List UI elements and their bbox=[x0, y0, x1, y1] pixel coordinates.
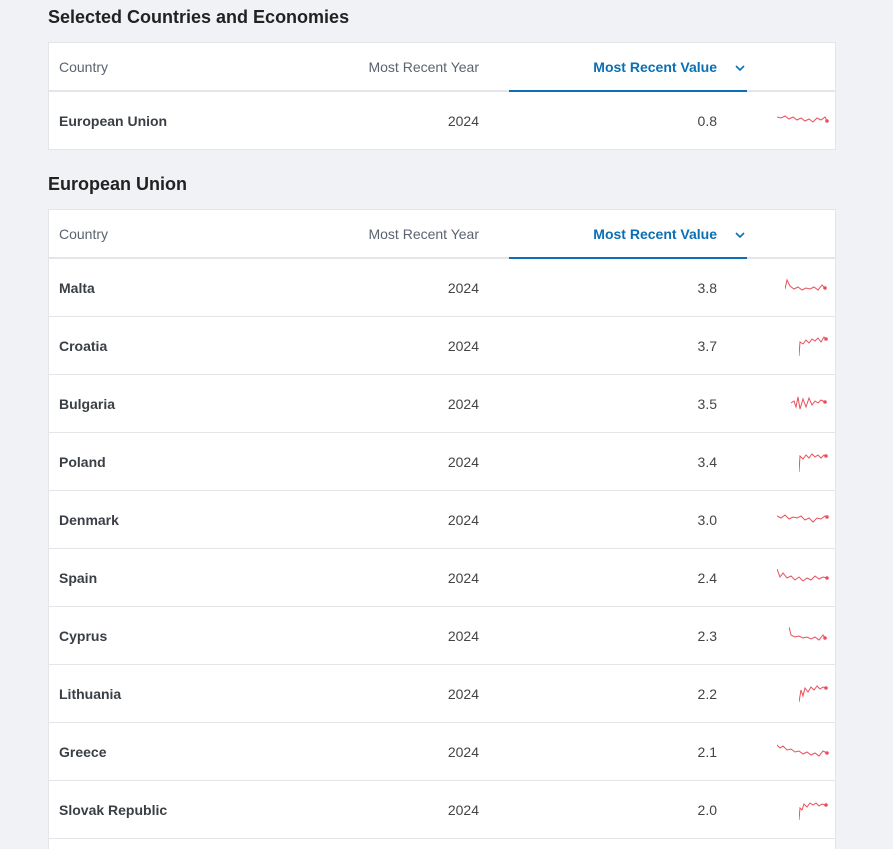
recent-value: 2.4 bbox=[697, 569, 717, 586]
sparkline bbox=[749, 433, 829, 490]
sparkline bbox=[749, 375, 829, 432]
table-row[interactable]: Poland 2024 3.4 bbox=[49, 433, 835, 491]
country-column-header[interactable]: Country bbox=[59, 225, 109, 242]
year-value: 2024 bbox=[447, 627, 479, 644]
sparkline-icon bbox=[785, 278, 827, 291]
country-name[interactable]: Croatia bbox=[59, 337, 108, 354]
table-row[interactable]: Cyprus 2024 2.3 bbox=[49, 607, 835, 665]
table-header: Country Most Recent Year Most Recent Val… bbox=[49, 210, 835, 259]
year-column-header[interactable]: Most Recent Year bbox=[368, 58, 479, 75]
sparkline-icon bbox=[799, 452, 828, 472]
chevron-down-icon[interactable] bbox=[733, 61, 747, 75]
country-name[interactable]: Denmark bbox=[59, 511, 119, 528]
year-value: 2024 bbox=[447, 395, 479, 412]
selected-countries-table: Country Most Recent Year Most Recent Val… bbox=[48, 42, 836, 150]
recent-value: 2.2 bbox=[697, 685, 717, 702]
year-value: 2024 bbox=[447, 685, 479, 702]
year-value: 2024 bbox=[447, 112, 479, 129]
recent-value: 2.1 bbox=[697, 743, 717, 760]
country-name[interactable]: Bulgaria bbox=[59, 395, 116, 412]
year-value: 2024 bbox=[447, 801, 479, 818]
sparkline bbox=[749, 491, 829, 548]
year-value: 2024 bbox=[447, 743, 479, 760]
recent-value: 3.4 bbox=[697, 453, 717, 470]
sparkline-icon bbox=[789, 626, 827, 641]
sparkline-icon bbox=[777, 744, 829, 757]
table-row[interactable]: Slovak Republic 2024 2.0 bbox=[49, 781, 835, 839]
chevron-down-icon[interactable] bbox=[733, 228, 747, 242]
recent-value: 2.0 bbox=[697, 801, 717, 818]
recent-value: 0.8 bbox=[697, 112, 717, 129]
year-value: 2024 bbox=[447, 279, 479, 296]
table-row[interactable]: Bulgaria 2024 3.5 bbox=[49, 375, 835, 433]
country-name[interactable]: Slovak Republic bbox=[59, 801, 168, 818]
sparkline bbox=[749, 317, 829, 374]
sparkline bbox=[749, 607, 829, 664]
sparkline-icon bbox=[777, 114, 829, 123]
sparkline bbox=[749, 92, 829, 149]
table-row[interactable]: Malta 2024 3.8 bbox=[49, 259, 835, 317]
country-name[interactable]: Greece bbox=[59, 743, 107, 760]
recent-value: 3.7 bbox=[697, 337, 717, 354]
year-value: 2024 bbox=[447, 511, 479, 528]
table-header: Country Most Recent Year Most Recent Val… bbox=[49, 43, 835, 92]
sparkline-icon bbox=[777, 568, 829, 582]
sparkline-icon bbox=[799, 801, 828, 820]
value-column-header[interactable]: Most Recent Value bbox=[509, 210, 747, 259]
value-column-label: Most Recent Value bbox=[593, 59, 717, 75]
recent-value: 2.3 bbox=[697, 627, 717, 644]
value-column-label: Most Recent Value bbox=[593, 226, 717, 242]
country-column-header[interactable]: Country bbox=[59, 58, 109, 75]
year-column-header[interactable]: Most Recent Year bbox=[368, 225, 479, 242]
country-name[interactable]: Spain bbox=[59, 569, 98, 586]
year-value: 2024 bbox=[447, 569, 479, 586]
sparkline-icon bbox=[799, 335, 828, 356]
table-row[interactable]: Croatia 2024 3.7 bbox=[49, 317, 835, 375]
section-title-eu: European Union bbox=[48, 174, 187, 194]
country-name[interactable]: Poland bbox=[59, 453, 106, 470]
section-title-selected: Selected Countries and Economies bbox=[48, 7, 350, 27]
country-name[interactable]: Cyprus bbox=[59, 627, 108, 644]
table-row[interactable]: Lithuania 2024 2.2 bbox=[49, 665, 835, 723]
sparkline bbox=[749, 665, 829, 722]
recent-value: 3.0 bbox=[697, 511, 717, 528]
table-row[interactable]: Denmark 2024 3.0 bbox=[49, 491, 835, 549]
sparkline bbox=[749, 723, 829, 780]
recent-value: 3.5 bbox=[697, 395, 717, 412]
sparkline bbox=[749, 781, 829, 838]
value-column-header[interactable]: Most Recent Value bbox=[509, 43, 747, 92]
country-name[interactable]: Lithuania bbox=[59, 685, 122, 702]
sparkline-icon bbox=[777, 513, 829, 523]
sparkline bbox=[749, 259, 829, 316]
recent-value: 3.8 bbox=[697, 279, 717, 296]
sparkline-icon bbox=[799, 684, 828, 702]
sparkline-icon bbox=[791, 396, 827, 409]
sparkline bbox=[749, 549, 829, 606]
country-name[interactable]: European Union bbox=[59, 112, 168, 129]
table-row[interactable]: Spain 2024 2.4 bbox=[49, 549, 835, 607]
table-row[interactable]: European Union 2024 0.8 bbox=[49, 92, 835, 150]
year-value: 2024 bbox=[447, 453, 479, 470]
country-name[interactable]: Malta bbox=[59, 279, 95, 296]
eu-countries-table: Country Most Recent Year Most Recent Val… bbox=[48, 209, 836, 849]
table-row[interactable]: Greece 2024 2.1 bbox=[49, 723, 835, 781]
year-value: 2024 bbox=[447, 337, 479, 354]
